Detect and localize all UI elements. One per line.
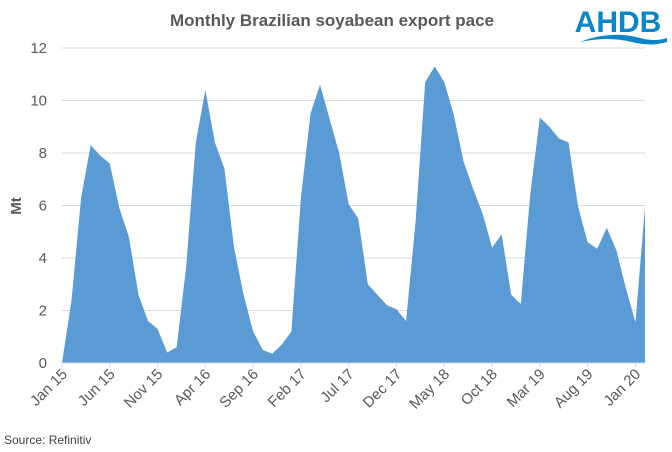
x-tick-label: Jul 17 xyxy=(317,366,357,406)
x-tick-label: Jan 15 xyxy=(27,366,71,410)
logo-text: AHDB xyxy=(575,6,662,39)
x-tick-label: Feb 17 xyxy=(265,366,310,411)
x-tick-label: Aug 19 xyxy=(551,366,597,412)
logo-wave xyxy=(580,34,667,45)
y-tick-label: 8 xyxy=(39,145,47,162)
y-axis-label: Mt xyxy=(8,197,25,215)
x-tick-label: Jan 20 xyxy=(600,366,644,410)
ahdb-logo: AHDB xyxy=(575,6,667,45)
x-tick-label: Nov 15 xyxy=(121,366,167,412)
x-tick-label: May 18 xyxy=(406,366,453,413)
x-tick-label: Mar 19 xyxy=(504,366,549,411)
y-tick-label: 10 xyxy=(30,93,47,110)
y-tick-label: 0 xyxy=(39,355,47,372)
y-tick-label: 6 xyxy=(39,198,47,215)
x-tick-label: Oct 18 xyxy=(458,366,501,409)
x-axis: Jan 15 Jun 15 Nov 15 Apr 16 Sep 16 Feb 17 Jul … xyxy=(27,363,644,413)
source-note: Source: Refinitiv xyxy=(4,433,91,447)
y-tick-label: 4 xyxy=(39,250,47,267)
y-tick-label: 12 xyxy=(30,40,47,57)
x-tick-label: Sep 16 xyxy=(216,366,262,412)
export-area xyxy=(62,66,645,364)
x-tick-label: Apr 16 xyxy=(171,366,214,409)
x-tick-label: Jun 15 xyxy=(75,366,119,410)
chart-title: Monthly Brazilian soyabean export pace xyxy=(170,11,494,30)
y-tick-label: 2 xyxy=(39,303,47,320)
y-axis: 0 2 4 6 8 10 12 xyxy=(30,40,47,372)
x-tick-label: Dec 17 xyxy=(360,366,406,412)
